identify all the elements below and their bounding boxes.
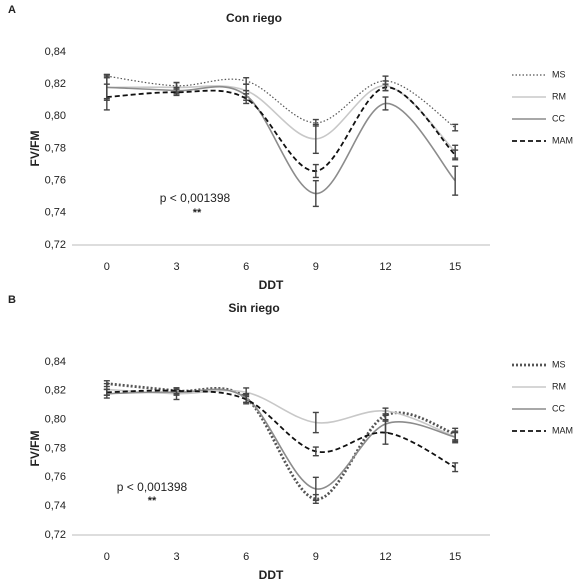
- error-bar: [312, 123, 319, 155]
- legend-label: RM: [552, 381, 566, 391]
- error-bar: [103, 83, 110, 111]
- error-bar: [382, 407, 389, 415]
- error-bar: [312, 446, 319, 457]
- error-bar: [243, 77, 250, 85]
- panel-label: B: [8, 294, 16, 306]
- y-axis-label: FV/FM: [28, 131, 42, 167]
- legend-label: RM: [552, 91, 566, 101]
- y-tick-label: 0,84: [45, 46, 66, 58]
- error-bar: [452, 123, 459, 132]
- annotation: p < 0,001398: [117, 480, 188, 494]
- error-bar: [103, 388, 110, 396]
- y-tick-label: 0,76: [45, 471, 66, 483]
- y-tick-label: 0,72: [45, 239, 66, 251]
- error-bar: [452, 165, 459, 196]
- x-tick-label: 3: [173, 551, 179, 563]
- x-axis-label: DDT: [259, 568, 284, 582]
- x-tick-label: 9: [313, 551, 319, 563]
- error-bar: [382, 420, 389, 445]
- panel-label: A: [8, 4, 16, 16]
- error-bar: [243, 93, 250, 105]
- legend-label: MAM: [552, 425, 573, 435]
- chart-title: Con riego: [226, 11, 282, 25]
- y-tick-label: 0,74: [45, 500, 66, 512]
- annotation: **: [148, 495, 157, 507]
- annotation: **: [193, 207, 202, 219]
- x-tick-label: 0: [104, 551, 110, 563]
- legend-label: MS: [552, 69, 566, 79]
- series-line: [106, 388, 456, 490]
- error-bar: [452, 462, 459, 473]
- x-tick-label: 0: [104, 261, 110, 273]
- error-bar: [452, 149, 459, 161]
- legend-label: MAM: [552, 135, 573, 145]
- x-tick-label: 6: [243, 261, 249, 273]
- panel: B Sin riego FV/FM DDT 0,72 0,74 0,76 0,78 0,80 0,…: [8, 294, 573, 582]
- y-tick-label: 0,80: [45, 414, 66, 426]
- error-bar: [312, 179, 319, 208]
- panel: A Con riego FV/FM DDT 0,72 0,74 0,76 0,78 0,80 0,…: [8, 4, 573, 292]
- y-tick-label: 0,76: [45, 175, 66, 187]
- series-line: [106, 389, 456, 469]
- y-tick-label: 0,72: [45, 529, 66, 541]
- legend-label: MS: [552, 359, 566, 369]
- y-tick-label: 0,82: [45, 78, 66, 90]
- x-tick-label: 15: [449, 261, 461, 273]
- error-bar: [173, 387, 180, 395]
- y-tick-label: 0,74: [45, 207, 66, 219]
- error-bar: [382, 96, 389, 111]
- error-bar: [243, 394, 250, 405]
- x-tick-label: 12: [379, 551, 391, 563]
- x-tick-label: 9: [313, 261, 319, 273]
- x-tick-label: 15: [449, 551, 461, 563]
- legend-label: CC: [552, 113, 565, 123]
- x-tick-label: 12: [379, 261, 391, 273]
- y-tick-label: 0,80: [45, 110, 66, 122]
- chart-title: Sin riego: [228, 301, 279, 315]
- x-axis-label: DDT: [259, 278, 284, 292]
- error-bar: [382, 83, 389, 92]
- x-tick-label: 3: [173, 261, 179, 273]
- error-bar: [173, 88, 180, 97]
- annotation: p < 0,001398: [160, 191, 231, 205]
- error-bar: [312, 163, 319, 179]
- x-tick-label: 6: [243, 551, 249, 563]
- error-bar: [452, 430, 459, 444]
- legend-label: CC: [552, 403, 565, 413]
- error-bar: [312, 476, 319, 502]
- series-line: [106, 86, 456, 172]
- y-tick-label: 0,78: [45, 442, 66, 454]
- y-axis-label: FV/FM: [28, 431, 42, 467]
- series-line: [106, 75, 456, 129]
- y-tick-label: 0,82: [45, 385, 66, 397]
- y-tick-label: 0,84: [45, 356, 66, 368]
- y-tick-label: 0,78: [45, 142, 66, 154]
- error-bar: [312, 411, 319, 434]
- series-line: [106, 388, 456, 438]
